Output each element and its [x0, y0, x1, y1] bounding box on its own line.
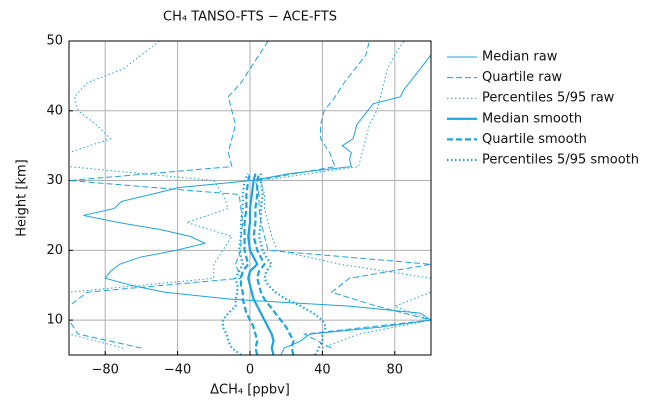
- x-tick-label: 40: [314, 363, 331, 378]
- y-tick-label: 20: [46, 243, 63, 258]
- y-tick-label: 40: [46, 103, 63, 118]
- y-tick-label: 10: [46, 313, 63, 328]
- legend-label: Median smooth: [482, 111, 582, 126]
- x-tick-label: −80: [91, 363, 118, 378]
- profile-line: [252, 173, 295, 355]
- profile-line: [221, 173, 250, 355]
- plot-frame: [68, 40, 432, 356]
- chart-title: CH₄ TANSO-FTS − ACE-FTS: [163, 10, 337, 25]
- profile-line: [69, 41, 233, 349]
- legend-label: Percentiles 5/95 smooth: [482, 153, 639, 168]
- legend-label: Quartile smooth: [482, 132, 587, 147]
- x-tick-label: 0: [246, 363, 254, 378]
- profile-line: [254, 41, 431, 349]
- profile-line: [247, 173, 275, 355]
- y-tick-label: 30: [46, 173, 63, 188]
- y-axis-label: Height [km]: [15, 159, 30, 236]
- legend-label: Percentiles 5/95 raw: [482, 91, 615, 106]
- profile-line: [69, 41, 269, 349]
- x-tick-label: 80: [387, 363, 404, 378]
- y-tick-label: 50: [46, 34, 63, 49]
- x-axis-label: ΔCH₄ [ppbv]: [210, 383, 290, 398]
- legend-label: Quartile raw: [482, 70, 563, 85]
- profile-line: [260, 41, 431, 349]
- legend-label: Median raw: [482, 50, 558, 65]
- profile-line: [83, 41, 431, 355]
- x-tick-label: −40: [164, 363, 191, 378]
- profile-line: [239, 173, 259, 355]
